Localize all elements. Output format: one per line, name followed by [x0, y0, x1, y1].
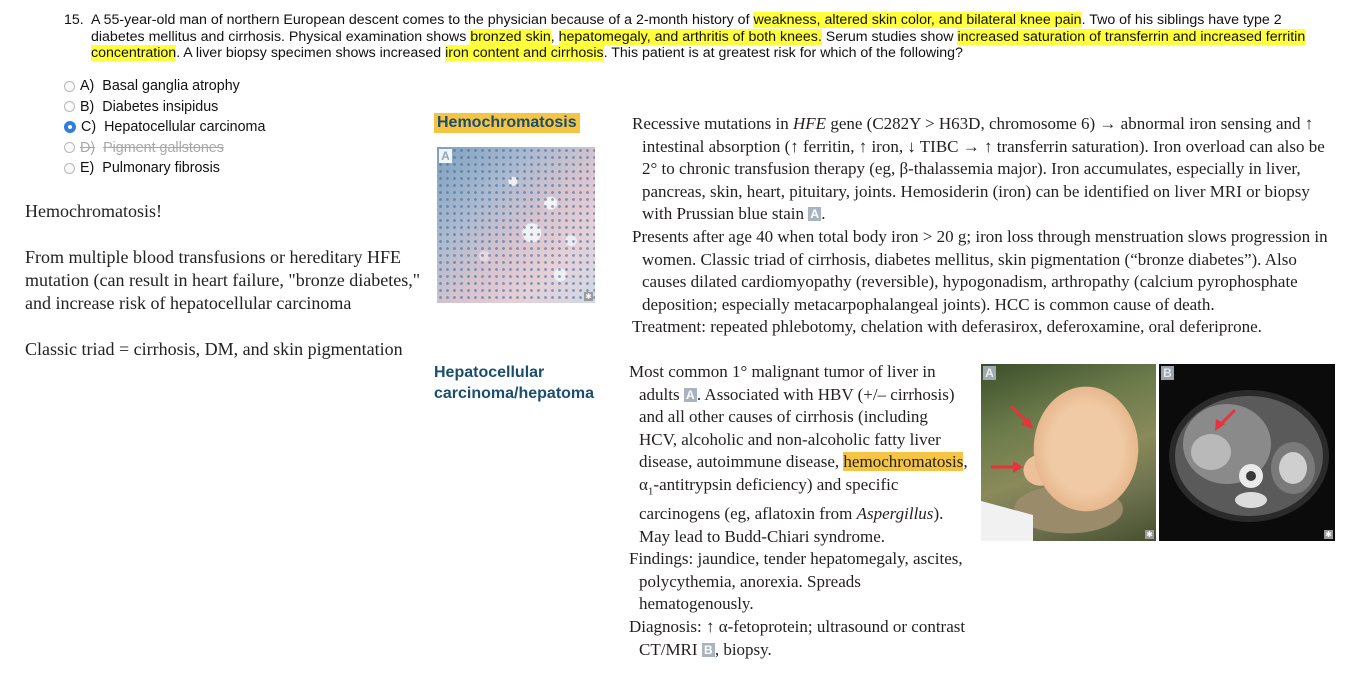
hemochromatosis-text: Recessive mutations in HFE gene (C282Y >…: [632, 113, 1340, 339]
option-text: Pulmonary fibrosis: [102, 160, 220, 177]
ref-a: A: [683, 387, 697, 402]
hcc-heading: Hepatocellular carcinoma/hepatoma: [434, 362, 594, 404]
question-text: . Two of his siblings have type 2 diabet…: [91, 12, 1282, 45]
ct-scan-image: B ✱: [1159, 364, 1335, 541]
note-title: Hemochromatosis!: [25, 201, 162, 221]
option-text: Hepatocellular carcinoma: [104, 119, 266, 136]
answer-options: A) Basal ganglia atrophy B) Diabetes insipi…: [64, 76, 265, 179]
ref-a: A: [808, 207, 822, 222]
option-letter: D): [80, 139, 96, 156]
hcc-para-1: Most common 1° malignant tumor of liver …: [629, 362, 968, 546]
ref-b: B: [701, 642, 715, 657]
answer-option[interactable]: A) Basal ganglia atrophy: [64, 76, 265, 97]
option-text: Diabetes insipidus: [102, 98, 219, 115]
answer-option[interactable]: E) Pulmonary fibrosis: [64, 158, 265, 179]
note-triad: Classic triad = cirrhosis, DM, and skin …: [25, 339, 403, 359]
option-letter: A): [80, 78, 95, 95]
note-body: From multiple blood transfusions or here…: [25, 247, 421, 313]
highlighted-text: weakness, altered skin color, and bilate…: [753, 12, 1082, 28]
hcc-para-3: Diagnosis: ↑ α-fetoprotein; ultrasound o…: [629, 616, 966, 659]
watermark-icon: ✱: [584, 292, 593, 301]
hcc-heading-line2: carcinoma/hepatoma: [434, 385, 595, 402]
hemo-para-2: Presents after age 40 when total body ir…: [632, 226, 1328, 314]
answer-option[interactable]: B) Diabetes insipidus: [64, 97, 265, 118]
image-label-a: A: [439, 149, 452, 163]
option-letter: B): [80, 98, 95, 115]
answer-option[interactable]: D) Pigment gallstones: [64, 138, 265, 159]
question-number: 15.: [64, 12, 84, 28]
hemochromatosis-heading: Hemochromatosis: [434, 113, 580, 133]
image-label-a: A: [983, 366, 996, 380]
hcc-heading-line1: Hepatocellular: [434, 364, 545, 381]
question-stem: A 55-year-old man of northern European d…: [91, 12, 1334, 62]
option-text: Basal ganglia atrophy: [102, 78, 240, 95]
radio-icon[interactable]: [64, 80, 75, 92]
highlighted-text: iron content and cirrhosis: [445, 45, 604, 61]
option-text: Pigment gallstones: [103, 139, 224, 156]
option-letter: E): [80, 160, 95, 177]
radio-icon[interactable]: [64, 162, 75, 174]
highlighted-text: bronzed skin: [470, 28, 551, 45]
hcc-text: Most common 1° malignant tumor of liver …: [629, 361, 969, 661]
hcc-para-2: Findings: jaundice, tender hepatomegaly,…: [629, 549, 963, 614]
hemo-para-1: Recessive mutations in HFE gene (C282Y >…: [632, 114, 1325, 224]
question-text: A 55-year-old man of northern European d…: [91, 12, 754, 28]
highlighted-text: hepatomegaly, and arthritis of both knee…: [558, 28, 822, 45]
radio-icon[interactable]: [64, 101, 75, 113]
radio-icon[interactable]: [64, 142, 75, 154]
question-text: ,: [550, 28, 559, 45]
answer-option[interactable]: C) Hepatocellular carcinoma: [64, 117, 265, 138]
question-block: 15. A 55-year-old man of northern Europe…: [64, 12, 1334, 62]
gross-liver-tumor-image: A ✱: [981, 364, 1156, 541]
image-label-b: B: [1161, 366, 1174, 380]
question-text: . A liver biopsy specimen shows increase…: [176, 45, 446, 61]
watermark-icon: ✱: [1145, 530, 1154, 539]
user-notes: Hemochromatosis! From multiple blood tra…: [25, 200, 430, 361]
prussian-blue-stain-image: A ✱: [437, 147, 595, 303]
question-text: . This patient is at greatest risk for w…: [603, 45, 963, 61]
option-letter: C): [81, 119, 97, 136]
question-text: Serum studies show: [821, 28, 958, 45]
hemo-para-3: Treatment: repeated phlebotomy, chelatio…: [632, 317, 1262, 337]
radio-selected-icon[interactable]: [64, 121, 76, 134]
watermark-icon: ✱: [1324, 530, 1333, 539]
